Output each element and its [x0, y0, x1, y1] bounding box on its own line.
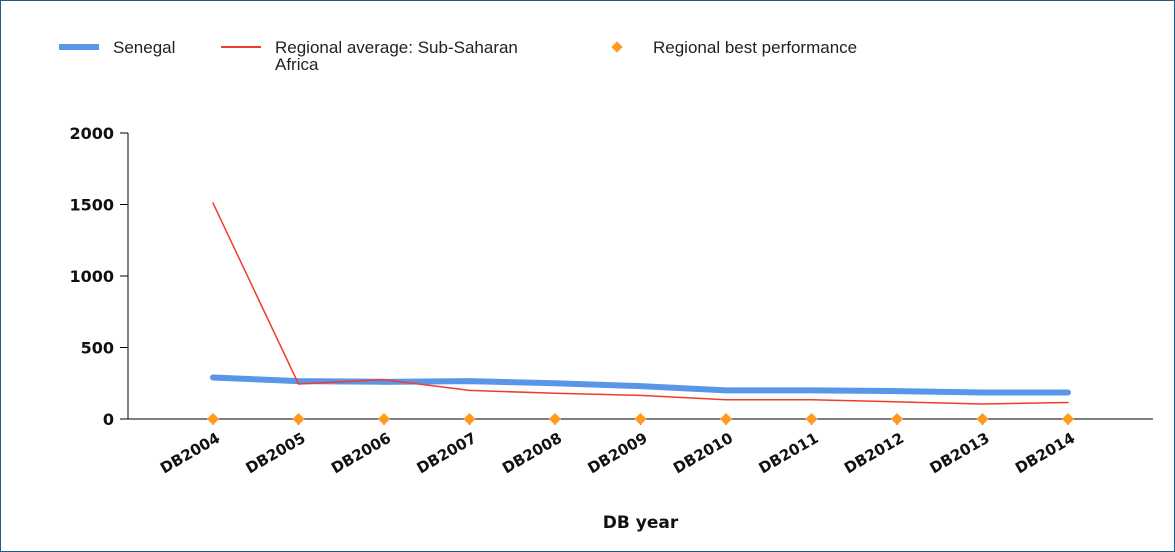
x-tick-label: DB2008 — [499, 429, 565, 477]
legend-item: Senegal — [59, 38, 176, 57]
x-tick-label: DB2006 — [328, 429, 394, 477]
marker — [891, 413, 903, 425]
series-line — [210, 374, 1071, 396]
marker — [1062, 413, 1074, 425]
marker — [976, 413, 989, 425]
series-line — [212, 202, 1069, 405]
y-tick-label: 2000 — [69, 124, 114, 143]
x-tick-label: DB2012 — [841, 429, 907, 477]
x-tick-label: DB2013 — [927, 429, 993, 477]
x-tick-label: DB2005 — [243, 429, 309, 477]
y-tick-label: 1000 — [69, 267, 114, 286]
marker — [463, 413, 476, 425]
x-axis-title: DB year — [603, 513, 679, 533]
y-tick-label: 500 — [81, 339, 114, 358]
x-tick-label: DB2007 — [414, 429, 480, 477]
marker — [720, 413, 732, 425]
marker — [292, 413, 305, 425]
legend-label: Regional best performance — [653, 38, 858, 57]
y-tick-label: 0 — [103, 410, 114, 429]
marker — [634, 413, 647, 425]
marker — [378, 413, 390, 425]
x-tick-label: DB2009 — [585, 429, 651, 477]
marker — [549, 413, 561, 425]
x-tick-label: DB2014 — [1012, 429, 1078, 477]
legend-swatch — [221, 39, 261, 53]
marker — [207, 413, 219, 425]
legend-item: Regional average: Sub-Saharan Africa — [221, 39, 561, 73]
legend-label: Senegal — [113, 38, 176, 57]
legend-swatch — [599, 39, 639, 53]
legend-label: Regional average: Sub-Saharan Africa — [275, 38, 518, 74]
x-tick-label: DB2004 — [157, 429, 223, 477]
x-tick-label: DB2010 — [670, 429, 736, 477]
x-tick-label: DB2011 — [756, 429, 822, 477]
legend-item: Regional best performance — [599, 39, 999, 56]
legend-swatch — [59, 39, 99, 53]
y-tick-label: 1500 — [69, 196, 114, 215]
marker — [805, 413, 818, 425]
